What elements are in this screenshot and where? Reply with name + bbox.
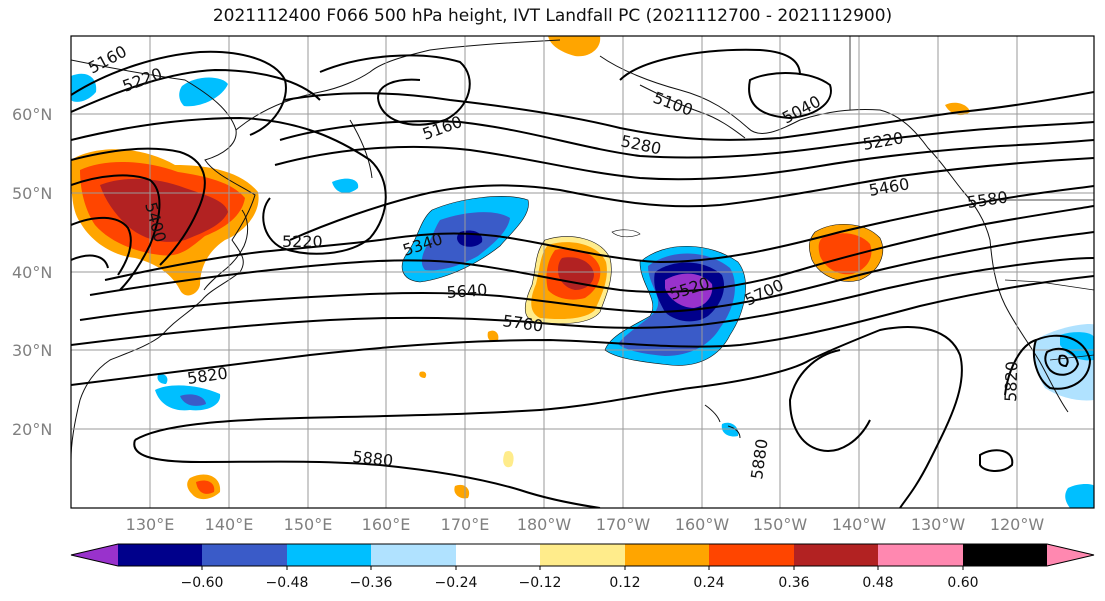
lon-label: 120°W	[990, 515, 1045, 534]
colorbar-segment	[709, 544, 794, 566]
lat-label: 50°N	[12, 184, 52, 203]
lon-label: 160°W	[675, 515, 730, 534]
height-contours	[71, 48, 1094, 508]
colorbar-tick-label: −0.24	[435, 575, 478, 591]
colorbar-segment	[794, 544, 878, 566]
lon-label: 130°E	[126, 515, 175, 534]
colorbar-segment	[878, 544, 963, 566]
colorbar-extend-max	[1047, 544, 1094, 566]
map-frame	[70, 35, 1095, 509]
lon-label: 140°W	[832, 515, 887, 534]
colorbar-tick-label: −0.12	[519, 575, 562, 591]
contour-label: 5220	[282, 232, 323, 251]
colorbar-tick-label: 0.60	[947, 575, 978, 591]
colorbar-tick-label: −0.60	[181, 575, 224, 591]
figure-title: 2021112400 F066 500 hPa height, IVT Land…	[212, 6, 893, 26]
colorbar-tick-label: 0.36	[778, 575, 809, 591]
colorbar-segment	[202, 544, 287, 566]
colorbar: −0.60 −0.48 −0.36 −0.24 −0.12 0.12 0.24 …	[70, 543, 1095, 591]
lat-label: 60°N	[12, 105, 52, 124]
colorbar-extend-min	[71, 544, 118, 566]
graticule	[71, 36, 1094, 508]
colorbar-outline	[70, 543, 1095, 567]
colorbar-segment	[540, 544, 625, 566]
lat-label: 40°N	[12, 263, 52, 282]
lon-label: 170°E	[441, 515, 490, 534]
lon-label: 170°W	[596, 515, 651, 534]
contour-label: 5820	[1001, 361, 1021, 402]
colorbar-ticks	[201, 566, 964, 570]
contour-label: 5880	[352, 447, 394, 470]
colorbar-segment	[118, 544, 202, 566]
longitude-labels: 130°E 140°E 150°E 160°E 170°E 180°W 170°…	[126, 515, 1045, 534]
lon-label: 180°W	[517, 515, 572, 534]
contour-label: 5640	[446, 280, 488, 302]
colorbar-tick-label: 0.48	[862, 575, 893, 591]
colorbar-segment	[963, 544, 1047, 566]
lon-label: 160°E	[362, 515, 411, 534]
lon-label: 130°W	[911, 515, 966, 534]
colorbar-tick-label: −0.48	[266, 575, 309, 591]
lon-label: 150°W	[753, 515, 808, 534]
lon-label: 140°E	[205, 515, 254, 534]
lat-label: 20°N	[12, 420, 52, 439]
colorbar-tick-label: 0.24	[693, 575, 724, 591]
lat-label: 30°N	[12, 341, 52, 360]
shading-outlines	[401, 196, 884, 366]
colorbar-segment	[625, 544, 709, 566]
colorbar-segment	[371, 544, 456, 566]
colorbar-segment	[287, 544, 371, 566]
colorbar-segment	[456, 544, 540, 566]
latitude-labels: 60°N 50°N 40°N 30°N 20°N	[12, 105, 52, 439]
colorbar-tick-label: −0.36	[350, 575, 393, 591]
colorbar-tick-label: 0.12	[609, 575, 640, 591]
lon-label: 150°E	[284, 515, 333, 534]
